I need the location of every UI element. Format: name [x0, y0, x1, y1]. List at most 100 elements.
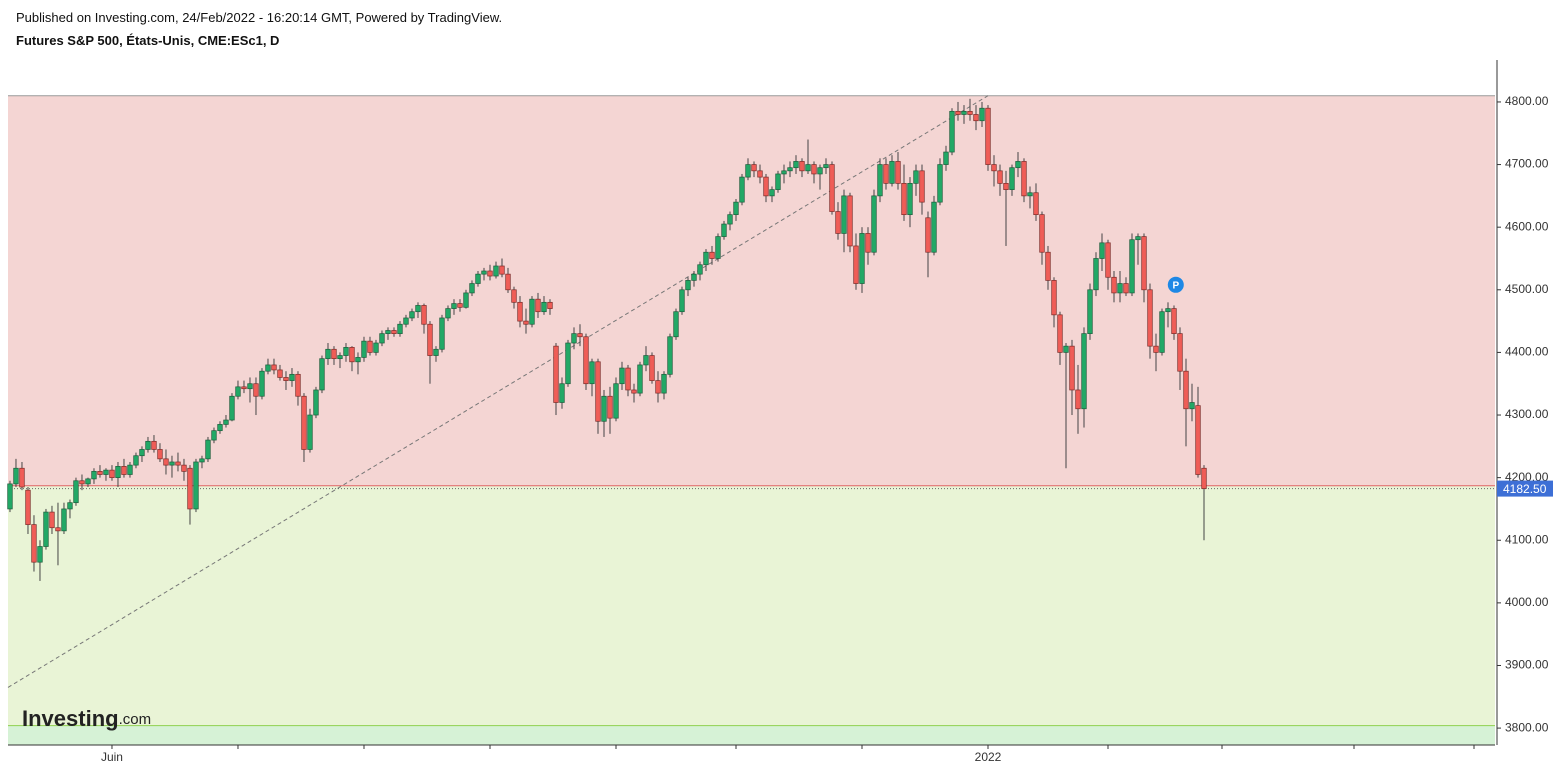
- candle-body: [979, 107, 985, 122]
- candle-body: [1171, 308, 1177, 334]
- candle-body: [895, 161, 901, 184]
- candle-body: [1069, 345, 1075, 391]
- y-tick-label: 4700.00: [1505, 157, 1549, 171]
- candle-body: [739, 176, 745, 203]
- candle-body: [1051, 280, 1057, 316]
- candle-body: [31, 524, 37, 563]
- candle-body: [793, 161, 799, 169]
- candle-body: [571, 333, 577, 344]
- candle-body: [559, 383, 565, 403]
- candle-body: [133, 455, 139, 466]
- candle-body: [1165, 308, 1171, 313]
- candle-body: [691, 273, 697, 281]
- candle-body: [547, 301, 553, 309]
- candle-body: [727, 214, 733, 225]
- candle-body: [205, 439, 211, 460]
- candle-body: [25, 489, 31, 525]
- candle-body: [577, 333, 583, 338]
- candle-body: [499, 265, 505, 275]
- candle-body: [1015, 161, 1021, 169]
- y-tick-label: 3800.00: [1505, 720, 1549, 734]
- candle-body: [673, 311, 679, 338]
- logo-brand: Investing: [22, 706, 119, 731]
- candle-body: [715, 236, 721, 259]
- candle-body: [889, 161, 895, 184]
- candle-body: [631, 389, 637, 394]
- candle-body: [445, 308, 451, 319]
- candle-body: [55, 527, 61, 532]
- candle-body: [379, 333, 385, 344]
- candle-body: [1063, 345, 1069, 353]
- candle-body: [319, 358, 325, 391]
- candle-body: [37, 546, 43, 563]
- candle-body: [823, 164, 829, 169]
- candle-body: [967, 110, 973, 115]
- candle-body: [247, 383, 253, 390]
- candle-body: [529, 298, 535, 325]
- candle-body: [655, 380, 661, 394]
- candle-body: [1153, 345, 1159, 353]
- candle-body: [1075, 389, 1081, 410]
- candle-body: [307, 414, 313, 450]
- candle-body: [415, 305, 421, 313]
- candle-body: [1195, 405, 1201, 475]
- candle-body: [661, 373, 667, 394]
- candle-body: [685, 280, 691, 291]
- candle-body: [1123, 283, 1129, 294]
- candle-body: [721, 223, 727, 237]
- candle-body: [541, 301, 547, 313]
- candle-body: [949, 110, 955, 153]
- candle-body: [787, 167, 793, 172]
- candle-body: [1159, 311, 1165, 353]
- candle-body: [199, 458, 205, 463]
- candle-body: [1057, 314, 1063, 353]
- y-tick-label: 4100.00: [1505, 532, 1549, 546]
- y-tick-label: 4400.00: [1505, 345, 1549, 359]
- candle-body: [331, 348, 337, 360]
- candle-body: [805, 164, 811, 172]
- candle-body: [1147, 289, 1153, 347]
- candle-body: [877, 164, 883, 197]
- candle-body: [97, 471, 103, 475]
- candle-body: [919, 170, 925, 203]
- candle-body: [643, 355, 649, 366]
- candle-body: [181, 464, 187, 472]
- candle-body: [775, 173, 781, 190]
- candle-body: [253, 383, 259, 397]
- candle-body: [139, 449, 145, 457]
- candle-body: [733, 201, 739, 216]
- candle-body: [1105, 242, 1111, 278]
- candle-body: [1039, 214, 1045, 253]
- candle-body: [745, 164, 751, 178]
- x-tick-label: Juin: [101, 750, 123, 764]
- y-tick-label: 4500.00: [1505, 282, 1549, 296]
- zone: [8, 725, 1495, 745]
- candle-body: [19, 467, 25, 488]
- candle-body: [337, 355, 343, 360]
- candle-body: [61, 508, 67, 532]
- candle-body: [1009, 167, 1015, 190]
- candle-body: [1129, 239, 1135, 294]
- candle-body: [193, 461, 199, 510]
- candle-body: [1141, 236, 1147, 291]
- candle-body: [103, 469, 109, 475]
- candle-body: [469, 283, 475, 294]
- candle-body: [409, 311, 415, 319]
- candle-body: [973, 114, 979, 122]
- candle-body: [313, 389, 319, 416]
- candle-body: [397, 323, 403, 334]
- candle-body: [229, 395, 235, 421]
- candle-body: [901, 183, 907, 216]
- candle-body: [523, 320, 529, 325]
- y-tick-label: 4300.00: [1505, 407, 1549, 421]
- candle-body: [349, 347, 355, 363]
- candle-body: [991, 164, 997, 172]
- candle-body: [505, 273, 511, 291]
- candle-body: [1111, 276, 1117, 294]
- candle-body: [343, 347, 349, 356]
- y-tick-label: 4000.00: [1505, 595, 1549, 609]
- candle-body: [955, 110, 961, 115]
- candle-body: [511, 289, 517, 303]
